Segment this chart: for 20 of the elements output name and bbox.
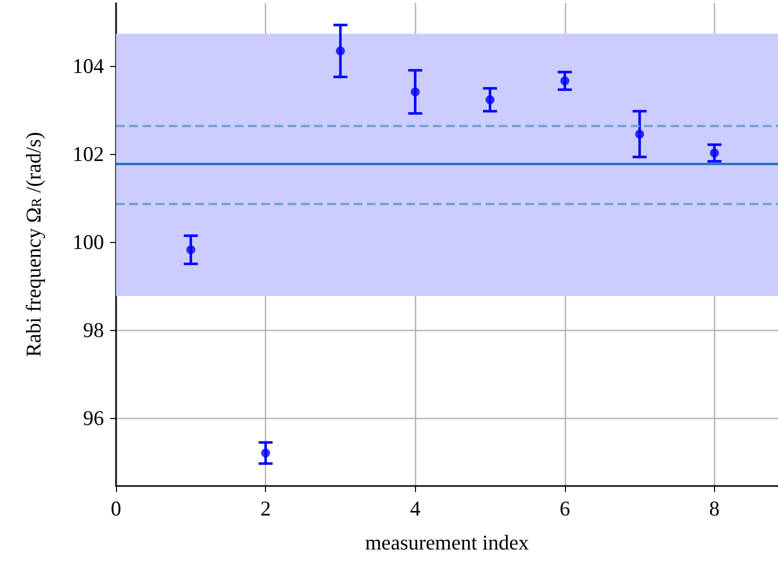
x-tick-label: 6 — [560, 496, 570, 520]
y-tick-label: 100 — [72, 230, 104, 254]
x-tick-label: 8 — [709, 496, 720, 520]
point — [486, 95, 495, 104]
y-tick-label: 96 — [83, 406, 104, 430]
point — [336, 46, 345, 56]
point — [261, 448, 270, 458]
y-tick-label: 98 — [83, 318, 104, 342]
x-tick-label: 2 — [260, 496, 271, 520]
y-tick-label: 102 — [72, 142, 104, 166]
point — [710, 148, 719, 158]
y-tick-label: 104 — [72, 54, 104, 78]
point — [635, 130, 644, 139]
point — [186, 245, 196, 254]
point — [560, 76, 570, 86]
point — [410, 87, 420, 96]
x-tick-label: 0 — [110, 496, 122, 520]
x-axis-title: measurement index — [365, 530, 530, 554]
y-axis-title: Rabi frequency ΩR /(rad/s) — [22, 132, 46, 357]
x-tick-label: 4 — [410, 496, 421, 520]
